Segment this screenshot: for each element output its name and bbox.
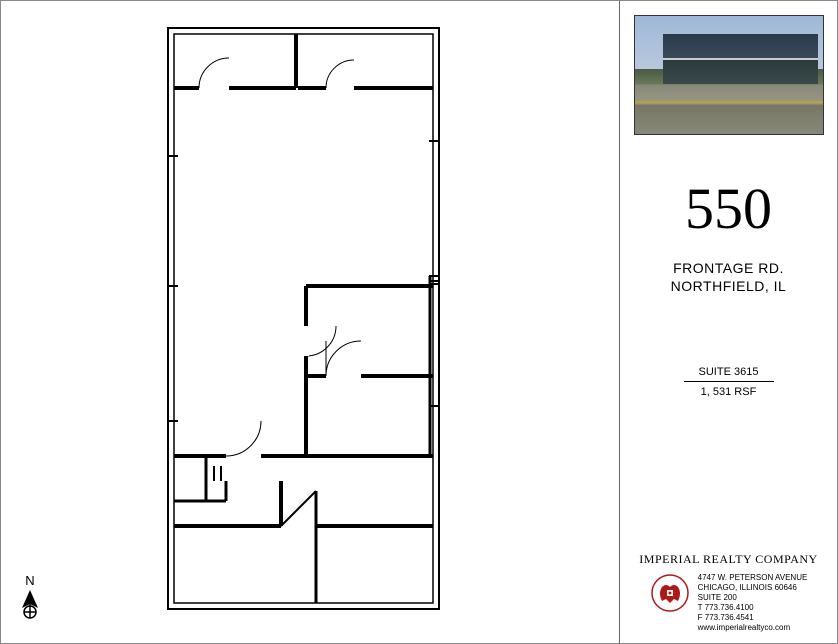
property-photo	[634, 15, 824, 135]
company-website: www.imperialrealtyco.com	[698, 623, 808, 633]
suite-block: SUITE 3615 1, 531 RSF	[632, 366, 825, 398]
company-phone: T 773.736.4100	[698, 603, 808, 613]
north-arrow-icon	[19, 590, 41, 620]
rsf-value: 1, 531 RSF	[632, 386, 825, 398]
company-suite: SUITE 200	[698, 593, 808, 603]
company-address2: CHICAGO, ILLINOIS 60646	[698, 583, 808, 593]
company-block: IMPERIAL REALTY COMPANY 4747 W. PETERSON…	[632, 552, 825, 633]
suite-label: SUITE 3615	[684, 366, 774, 382]
compass-label: N	[19, 573, 41, 588]
address-number: 550	[632, 175, 825, 242]
address-city: NORTHFIELD, IL	[632, 278, 825, 294]
company-address1: 4747 W. PETERSON AVENUE	[698, 573, 808, 583]
compass: N	[19, 573, 41, 625]
floorplan-pane: N	[1, 1, 619, 643]
address-street: FRONTAGE RD.	[632, 260, 825, 276]
company-fax: F 773.736.4541	[698, 613, 808, 623]
floorplan-drawing	[166, 26, 441, 611]
company-logo-icon	[650, 573, 690, 613]
company-name: IMPERIAL REALTY COMPANY	[632, 552, 825, 567]
info-panel: 550 FRONTAGE RD. NORTHFIELD, IL SUITE 36…	[619, 1, 837, 643]
